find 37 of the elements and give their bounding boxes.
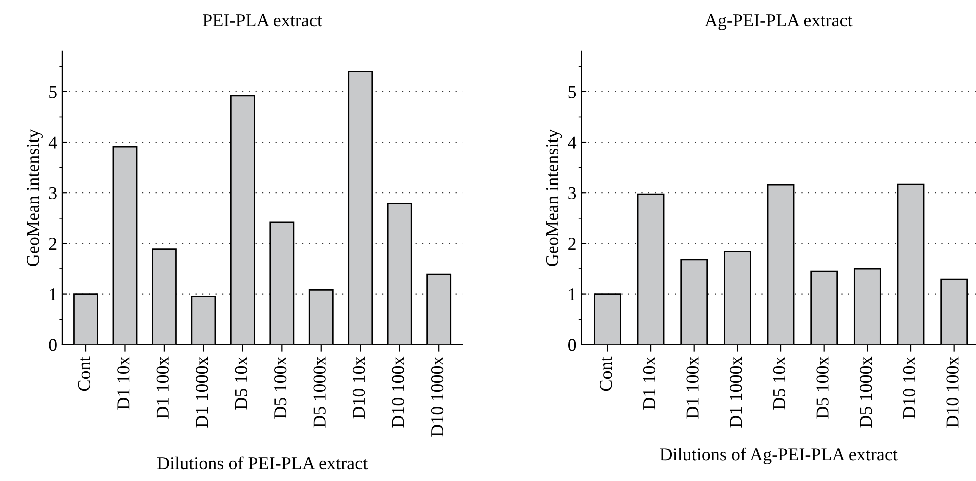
- y-tick-label: 3: [568, 187, 576, 200]
- x-tick-label: D1 100x: [156, 356, 169, 419]
- x-tick-label: D10 1000x: [431, 356, 444, 437]
- x-tick-label: D1 1000x: [730, 356, 742, 428]
- y-tick-label: 1: [569, 288, 576, 301]
- y-tick-label: 2: [568, 238, 576, 250]
- y-tick-label: 0: [568, 339, 576, 352]
- x-tick-label: D1 10x: [643, 356, 656, 410]
- x-tick-label: D5 100x: [274, 356, 287, 419]
- x-tick-label: D10 100x: [392, 356, 404, 428]
- x-tick-label: D1 10x: [118, 356, 130, 410]
- y-tick-label: 4: [568, 136, 577, 149]
- y-tick-label: 3: [49, 187, 57, 200]
- x-tick-label: Cont: [600, 356, 612, 392]
- x-tick-label: D5 10x: [235, 356, 248, 410]
- x-axis-title: Dilutions of PEI-PLA extract: [158, 456, 368, 470]
- y-tick-label: 0: [49, 339, 57, 352]
- y-axis-title: GeoMean intensity: [27, 129, 44, 266]
- x-tick-label: D5 1000x: [860, 356, 872, 428]
- y-tick-label: 2: [49, 238, 57, 250]
- x-tick-label: D5 10x: [773, 356, 786, 410]
- chart-title: PEI-PLA extract: [203, 14, 322, 27]
- x-tick-label: D5 100x: [816, 356, 829, 419]
- y-tick-label: 5: [568, 86, 576, 98]
- y-axis-title: GeoMean intensity: [546, 129, 562, 266]
- x-axis-title: Dilutions of Ag-PEI-PLA extract: [660, 448, 898, 464]
- y-tick-label: 4: [48, 136, 58, 149]
- y-tick-label: 5: [50, 86, 57, 98]
- x-tick-label: D10 100x: [946, 356, 959, 428]
- x-tick-label: D1 1000x: [196, 356, 208, 428]
- y-tick-label: 1: [50, 288, 57, 301]
- x-tick-label: D10 10x: [903, 356, 916, 419]
- x-tick-label: D5 1000x: [314, 356, 326, 428]
- x-tick-label: D10 10x: [352, 356, 366, 419]
- chart-title: Ag-PEI-PLA extract: [705, 14, 853, 30]
- x-tick-label: Cont: [78, 356, 91, 392]
- x-tick-label: D1 100x: [686, 356, 699, 419]
